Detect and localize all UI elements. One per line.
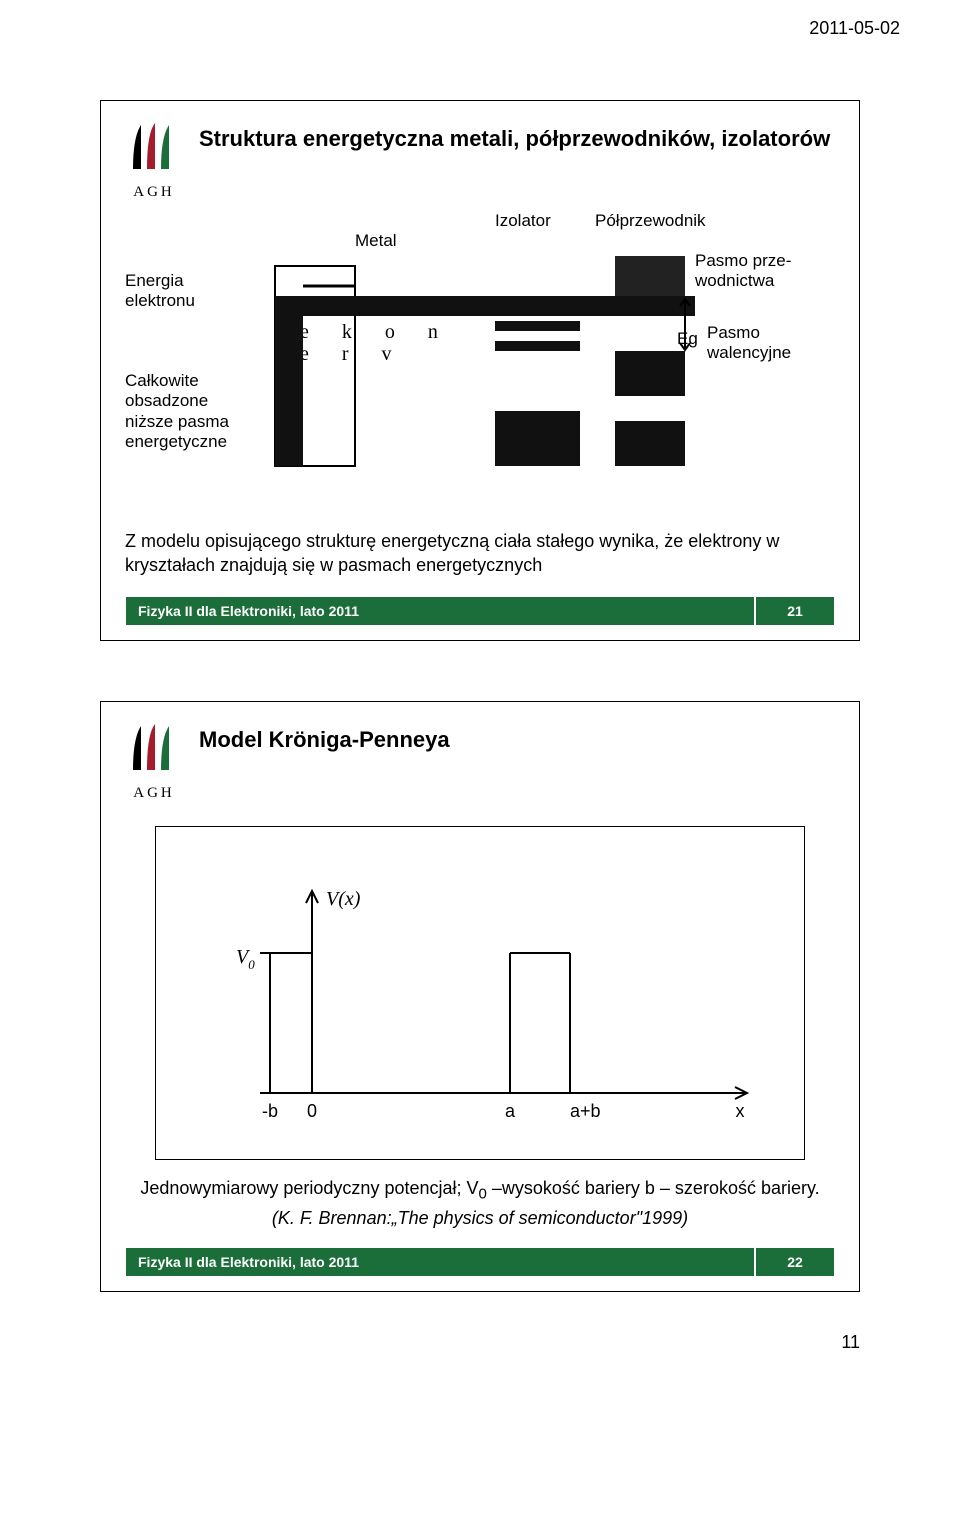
slide-2-footer: Fizyka II dla Elektroniki, lato 2011 22 (125, 1247, 835, 1277)
kp-potential-chart: V(x) V0 -b 0 a a+b (200, 863, 760, 1143)
slide-1-title: Struktura energetyczna metali, półprzewo… (199, 125, 830, 153)
kp-citation: (K. F. Brennan:„The physics of semicondu… (125, 1208, 835, 1229)
xtick-x: x (736, 1101, 745, 1121)
xtick-mb: -b (262, 1101, 278, 1121)
agh-label: AGH (125, 184, 183, 201)
slide-1: AGH Struktura energetyczna metali, półpr… (100, 100, 860, 641)
slide-1-body: Z modelu opisującego strukturę energetyc… (125, 529, 835, 578)
xtick-ab: a+b (570, 1101, 601, 1121)
footer-text: Fizyka II dla Elektroniki, lato 2011 (125, 1247, 755, 1277)
slide-2-title: Model Kröniga-Penneya (199, 726, 450, 754)
slide-2: AGH Model Kröniga-Penneya V(x) V0 (100, 701, 860, 1293)
xtick-0: 0 (307, 1101, 317, 1121)
slide-1-footer: Fizyka II dla Elektroniki, lato 2011 21 (125, 596, 835, 626)
label-vx: V(x) (326, 888, 361, 910)
page-number: 11 (60, 1332, 860, 1353)
page-date: 2011-05-02 (809, 18, 900, 39)
band-structure-diagram: Energia elektronu Całkowite obsadzone ni… (125, 211, 835, 501)
agh-label: AGH (125, 785, 183, 802)
svg-text:V0: V0 (236, 946, 255, 972)
kp-caption: Jednowymiarowy periodyczny potencjał; V0… (125, 1178, 835, 1203)
slide-1-pagenum: 21 (755, 596, 835, 626)
label-v0-sub: 0 (248, 957, 255, 972)
agh-logo: AGH (125, 720, 183, 802)
slide-2-pagenum: 22 (755, 1247, 835, 1277)
footer-text: Fizyka II dla Elektroniki, lato 2011 (125, 596, 755, 626)
agh-logo: AGH (125, 119, 183, 201)
xtick-a: a (505, 1101, 516, 1121)
